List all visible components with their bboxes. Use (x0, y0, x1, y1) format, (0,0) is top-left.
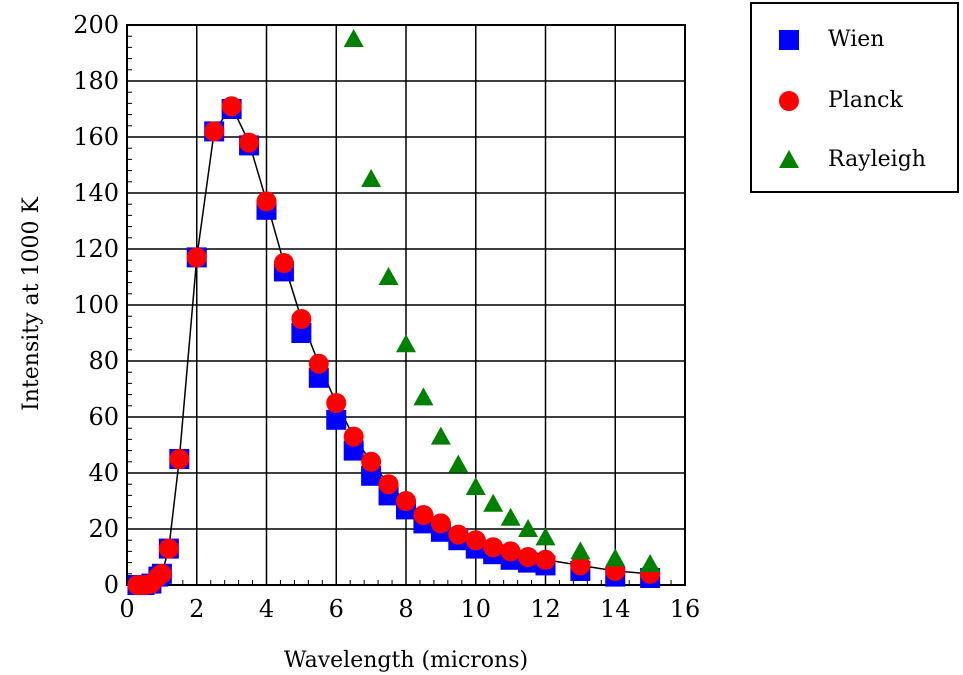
wien-point (291, 323, 312, 343)
planck-point (500, 541, 521, 562)
planck-point (535, 549, 556, 570)
x-tick-labels: 0 2 4 6 8 10 12 14 16 (119, 595, 700, 623)
y-tick-label: 140 (73, 179, 119, 207)
legend-label-planck: Planck (828, 88, 903, 113)
y-tick-label: 160 (73, 123, 119, 151)
planck-point (465, 530, 486, 551)
x-axis-title: Wavelength (microns) (284, 648, 528, 673)
rayleigh-point (413, 387, 434, 406)
x-tick-label: 10 (460, 595, 491, 623)
x-tick-label: 0 (119, 595, 134, 623)
legend-marker-planck (779, 91, 799, 111)
rayleigh-point (605, 548, 626, 567)
series-rayleigh (343, 29, 661, 572)
planck-point (378, 474, 399, 495)
rayleigh-point (361, 169, 382, 187)
planck-point (570, 555, 591, 576)
x-tick-label: 8 (398, 595, 413, 623)
planck-curve-line (137, 104, 651, 586)
planck-point (256, 191, 277, 212)
wien-point (361, 465, 382, 486)
planck-point (273, 253, 294, 273)
planck-point (326, 393, 347, 413)
planck-point (221, 96, 242, 117)
rayleigh-point (430, 426, 451, 445)
x-tick-label: 2 (189, 595, 204, 623)
x-tick-label: 6 (329, 595, 344, 623)
planck-point (151, 563, 172, 584)
planck-point (186, 247, 207, 268)
planck-point (483, 537, 504, 558)
rayleigh-point (640, 554, 661, 572)
rayleigh-point (465, 477, 486, 495)
legend-label-rayleigh: Rayleigh (828, 147, 926, 172)
rayleigh-point (343, 29, 364, 47)
planck-point (291, 309, 312, 329)
rayleigh-point (570, 541, 591, 560)
x-tick-label: 4 (259, 595, 274, 623)
wien-point (326, 409, 347, 430)
legend-marker-wien (779, 30, 799, 50)
planck-point (361, 451, 382, 472)
y-tick-label: 200 (73, 11, 119, 39)
planck-point (169, 449, 190, 469)
rayleigh-point (518, 519, 539, 537)
rayleigh-point (535, 527, 556, 546)
planck-point (204, 121, 225, 142)
grid (126, 24, 686, 586)
legend-marker-rayleigh (779, 150, 799, 168)
y-tick-label: 80 (88, 347, 119, 375)
y-tick-labels: 0 20 40 60 80 100 120 140 160 180 200 (73, 11, 119, 599)
wien-point (343, 440, 364, 461)
wien-point (308, 367, 329, 388)
planck-point (396, 491, 416, 511)
y-tick-label: 0 (104, 571, 119, 599)
planck-point (239, 132, 260, 153)
planck-point (343, 426, 364, 447)
planck-point (518, 547, 539, 567)
y-tick-label: 180 (73, 67, 119, 95)
x-tick-label: 14 (600, 595, 631, 623)
planck-point (413, 505, 434, 525)
y-tick-label: 120 (73, 235, 119, 263)
legend: Wien Planck Rayleigh (750, 2, 959, 193)
rayleigh-point (500, 507, 521, 526)
series-planck (127, 96, 661, 595)
y-tick-label: 60 (88, 403, 119, 431)
y-axis-title: Intensity at 1000 K (19, 197, 44, 411)
data-marks (127, 29, 661, 595)
x-tick-label: 12 (530, 595, 561, 623)
y-tick-label: 20 (88, 515, 119, 543)
rayleigh-point (448, 454, 469, 473)
planck-point (308, 353, 329, 374)
planck-point (448, 524, 469, 545)
y-tick-label: 100 (73, 291, 119, 319)
series-wien (127, 99, 661, 595)
rayleigh-point (378, 267, 399, 285)
rayleigh-point (396, 334, 416, 353)
legend-label-wien: Wien (828, 27, 884, 52)
y-tick-label: 40 (88, 459, 119, 487)
planck-point (430, 513, 451, 534)
rayleigh-point (483, 493, 504, 512)
x-tick-label: 16 (670, 595, 701, 623)
planck-point (158, 538, 179, 559)
